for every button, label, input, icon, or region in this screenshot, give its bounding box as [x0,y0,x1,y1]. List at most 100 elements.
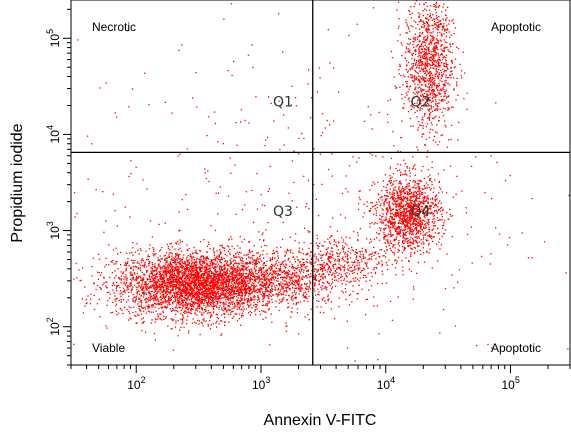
data-point [190,276,192,278]
data-point [238,294,240,296]
data-point [105,285,107,287]
data-point [135,277,137,279]
data-point [207,277,209,279]
data-point [272,249,274,252]
data-point [181,292,183,294]
data-point [198,306,200,308]
data-point [175,288,177,290]
data-point [267,300,269,303]
data-point [191,259,193,262]
data-point [295,303,297,306]
data-point [421,223,423,225]
data-point [112,249,115,251]
data-point [213,285,215,287]
data-point [207,298,210,300]
data-point [170,328,172,330]
data-point [114,298,116,301]
data-point [358,196,361,199]
data-point [160,306,162,308]
data-point [268,267,270,269]
data-point [236,276,238,278]
data-point [254,310,256,312]
data-point [179,285,181,287]
data-point [432,228,435,230]
data-point [223,283,225,285]
data-point [442,209,444,212]
data-point [330,256,332,258]
data-point [137,281,139,284]
data-point [91,266,93,268]
data-point [126,308,128,311]
data-point [400,193,402,196]
data-point [248,293,250,295]
data-point [196,314,198,316]
data-point [407,230,409,232]
data-point [356,264,358,267]
data-point [172,261,174,264]
data-point [244,276,246,278]
data-point [165,302,167,304]
data-point [271,301,273,303]
data-point [144,282,147,285]
data-point [218,293,220,295]
data-point [103,282,105,284]
data-point [211,278,213,280]
data-point [123,281,125,283]
data-point [432,225,434,227]
data-point [268,273,270,275]
data-point [178,296,181,298]
data-point [229,285,231,288]
data-point [211,260,213,262]
data-point [176,299,178,301]
data-point [314,268,317,270]
data-point [152,278,155,280]
data-point [209,295,212,297]
data-point [329,284,331,287]
data-point [232,270,234,272]
data-point [273,271,275,273]
data-point [423,208,425,210]
data-point [225,281,227,283]
data-point [228,278,230,280]
data-point [122,293,124,296]
data-point [235,280,237,282]
data-point [176,295,178,297]
data-point [348,273,351,275]
data-point [405,257,407,259]
data-point [183,285,185,288]
data-point [167,280,169,283]
data-point [215,258,217,260]
data-point [207,296,209,299]
data-point [319,279,322,281]
data-point [140,289,143,291]
data-point [198,279,200,281]
data-point [211,293,213,295]
data-point [230,288,232,290]
data-point [138,281,140,283]
data-point [254,285,256,288]
data-point [288,285,290,287]
data-point [184,298,186,300]
data-point [273,265,275,267]
data-point [257,271,260,273]
data-point [198,293,200,295]
data-point [207,274,209,276]
data-point [236,290,238,292]
data-point [236,313,238,315]
data-point [188,292,190,294]
data-point [187,249,189,252]
data-point [177,273,180,276]
data-point [292,299,294,301]
data-point [189,283,191,285]
data-point [173,281,176,283]
data-point [268,308,270,310]
data-point [155,296,157,298]
data-point [437,206,439,208]
data-point [156,284,158,286]
data-point [148,276,151,278]
data-point [295,302,297,305]
data-point [160,249,162,251]
data-point [203,279,205,281]
data-point [248,256,250,258]
data-point [186,304,188,306]
